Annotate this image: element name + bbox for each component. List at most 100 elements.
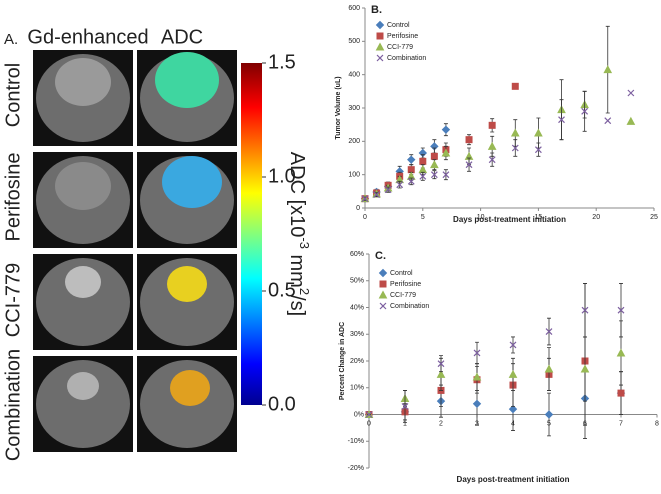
point	[373, 191, 380, 199]
legend-marker	[378, 268, 388, 278]
point	[581, 107, 589, 115]
x-tick-label: 10	[477, 214, 485, 221]
y-tick-label: 10%	[350, 385, 364, 392]
x-tick-label: 2	[439, 420, 443, 427]
point	[616, 348, 626, 357]
legend-label: CCI-779	[390, 292, 416, 299]
point	[430, 171, 438, 179]
legend-marker	[376, 32, 384, 40]
point	[544, 410, 554, 419]
point	[511, 82, 519, 90]
x-tick-label: 20	[592, 214, 600, 221]
point	[436, 369, 446, 378]
x-tick-label: 0	[367, 420, 371, 427]
y-tick-label: 100	[348, 172, 360, 179]
colorbar-label-part: mm	[286, 249, 308, 288]
colorbar-tick-label: 1.5	[268, 51, 296, 73]
y-tick-label: -20%	[348, 465, 364, 472]
point	[487, 141, 497, 150]
point	[509, 341, 517, 349]
point	[441, 148, 451, 157]
point	[430, 152, 438, 160]
point	[581, 306, 589, 314]
legend-label: Combination	[390, 303, 429, 310]
y-tick-label: 300	[348, 105, 360, 112]
point	[441, 125, 451, 134]
x-axis-label: Days post-treatment initiation	[457, 475, 570, 484]
point	[465, 161, 473, 169]
y-tick-label: -10%	[348, 438, 364, 445]
x-tick-label: 15	[535, 214, 543, 221]
y-tick-label: 50%	[350, 278, 364, 285]
x-tick-label: 25	[650, 214, 658, 221]
point	[407, 166, 415, 174]
point	[508, 369, 518, 378]
point	[544, 364, 554, 373]
row-label: Control	[2, 63, 24, 127]
point	[534, 146, 542, 154]
row-label: CCI-779	[2, 263, 24, 337]
point	[603, 65, 613, 74]
point	[407, 177, 415, 185]
point	[473, 349, 481, 357]
point	[626, 116, 636, 125]
legend-label: Control	[387, 22, 410, 29]
legend-label: Perifosine	[390, 281, 421, 288]
legend-marker	[375, 20, 385, 30]
point	[361, 195, 369, 203]
point	[511, 144, 519, 152]
x-tick-label: 8	[655, 420, 659, 427]
point	[508, 404, 518, 414]
y-tick-label: 40%	[350, 304, 364, 311]
point	[365, 411, 373, 418]
point	[627, 89, 635, 97]
point	[430, 160, 439, 169]
colorbar-label-part: -3	[297, 237, 312, 249]
legend-marker	[376, 54, 384, 62]
y-tick-label: 60%	[350, 251, 364, 258]
point	[418, 165, 428, 174]
point	[472, 399, 482, 409]
mri-images	[33, 50, 237, 452]
point	[617, 389, 625, 397]
x-tick-label: 0	[363, 214, 367, 221]
legend-label: CCI-779	[387, 44, 413, 51]
row-label: Perifosine	[2, 153, 24, 242]
y-tick-label: 600	[348, 5, 360, 12]
x-tick-label: 1	[403, 420, 407, 427]
legend-marker	[378, 290, 388, 299]
point	[396, 181, 404, 189]
legend-marker	[375, 42, 385, 51]
panel-label: A.	[4, 31, 18, 48]
colorbar-label: ADC [x10-3 mm2/s]	[286, 152, 312, 316]
y-tick-label: 400	[348, 72, 360, 79]
colorbar-tick-label: 0.0	[268, 393, 296, 415]
point	[488, 156, 496, 164]
legend-marker	[379, 302, 387, 310]
point	[580, 364, 590, 373]
y-tick-label: 0	[356, 205, 360, 212]
colorbar-tick-label: 0.5	[268, 279, 296, 301]
legend-label: Control	[390, 270, 413, 277]
colorbar	[241, 63, 262, 405]
y-tick-label: 0%	[354, 411, 364, 418]
column-header: Gd-enhanced	[27, 26, 148, 48]
x-tick-label: 5	[421, 214, 425, 221]
colorbar-label-part: ADC [x10	[286, 152, 308, 238]
point	[401, 403, 409, 410]
point	[510, 128, 520, 137]
chart: B. 0 100 200 300 400 500 600 0 5 10 15 20 25 Days post…	[335, 4, 658, 224]
point	[384, 186, 392, 194]
y-tick-label: 30%	[350, 331, 364, 338]
x-axis-label: Days post-treatment initiation	[453, 215, 566, 224]
y-tick-label: 20%	[350, 358, 364, 365]
point	[437, 360, 445, 368]
point	[617, 306, 625, 314]
point	[534, 128, 543, 137]
column-header: ADC	[161, 26, 203, 48]
y-axis-label: Percent Change in ADC	[339, 322, 346, 400]
panel-label: C.	[375, 250, 386, 262]
colorbar-tick-label: 1.0	[268, 165, 296, 187]
y-tick-label: 200	[348, 138, 360, 145]
